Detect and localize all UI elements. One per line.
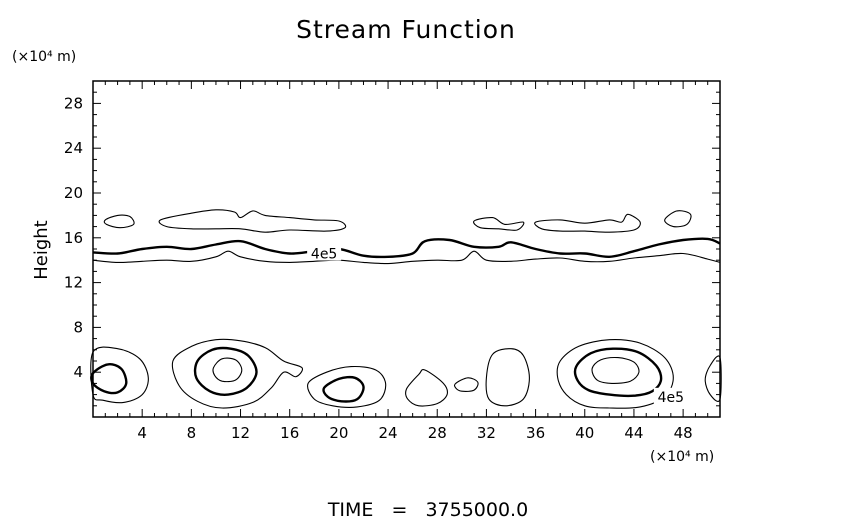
x-tick-label: 8: [187, 424, 197, 442]
y-tick-label: 16: [64, 229, 83, 247]
y-tick-label: 24: [64, 139, 83, 157]
x-unit-label: (×10⁴ m): [650, 449, 714, 465]
time-label: TIME: [327, 499, 374, 519]
contour-line: [591, 356, 640, 384]
contour-line: [92, 237, 721, 259]
contour-line: [322, 375, 365, 403]
contour-line: [158, 209, 347, 233]
contour-line: [193, 346, 258, 396]
x-tick-label: 36: [526, 424, 545, 442]
contour-line: [405, 369, 449, 407]
y-tick-label: 12: [64, 274, 83, 292]
x-tick-label: 28: [428, 424, 447, 442]
y-tick-label: 4: [73, 363, 83, 381]
x-tick-label: 12: [231, 424, 250, 442]
x-tick-label: 16: [280, 424, 299, 442]
contour-line: [485, 348, 530, 407]
contour-label-bg: [653, 387, 688, 404]
contour-lines: [90, 209, 722, 409]
contour-label-bg: [307, 244, 342, 261]
x-tick-label: 20: [329, 424, 348, 442]
contour-line: [534, 213, 641, 233]
contour-line: [212, 357, 243, 383]
contour-line: [90, 363, 128, 395]
contour-line: [171, 338, 303, 409]
contour-line: [473, 216, 525, 231]
contour-line: [664, 210, 692, 228]
time-equals: =: [391, 499, 407, 519]
y-tick-label: 8: [73, 318, 83, 336]
x-tick-label: 24: [379, 424, 398, 442]
contour-labels: 4e5 4e5: [307, 244, 688, 406]
x-tick-label: 44: [624, 424, 643, 442]
contour-line: [90, 346, 149, 404]
contour-label: 4e5: [311, 246, 337, 262]
contour-line: [92, 250, 721, 265]
x-tick-label: 40: [575, 424, 594, 442]
contour-line: [307, 365, 387, 408]
chart-title: Stream Function: [296, 15, 516, 44]
y-unit-label: (×10⁴ m): [12, 49, 76, 65]
contour-line: [103, 214, 135, 229]
contour-label: 4e5: [658, 390, 684, 406]
footer-time: TIME = 3755000.0: [327, 499, 528, 519]
y-tick-label: 20: [64, 184, 83, 202]
x-tick-label: 32: [477, 424, 496, 442]
x-tick-label: 4: [137, 424, 147, 442]
y-axis-label: Height: [31, 220, 52, 280]
contour-line: [453, 377, 479, 392]
x-tick-label: 48: [674, 424, 693, 442]
contour-line: [573, 347, 663, 398]
y-tick-label: 28: [64, 94, 83, 112]
time-value: 3755000.0: [425, 499, 528, 519]
